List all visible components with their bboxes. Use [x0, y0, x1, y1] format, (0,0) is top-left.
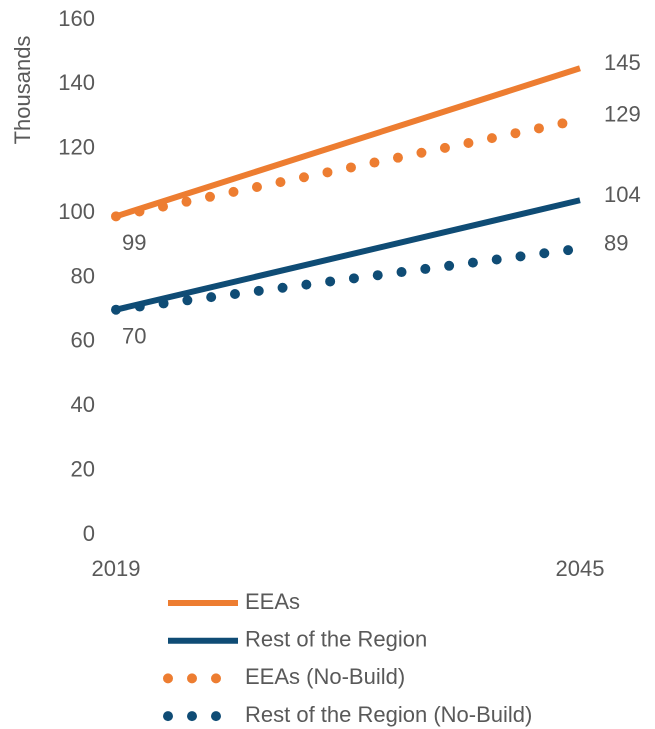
y-tick-label: 40 [71, 392, 95, 417]
data-label: 104 [604, 182, 641, 207]
y-tick-label: 60 [71, 328, 95, 353]
series-line [115, 65, 581, 220]
y-tick-label: 20 [71, 456, 95, 481]
legend-label: EEAs [245, 589, 300, 614]
y-tick-label: 100 [58, 199, 95, 224]
y-tick-label: 0 [83, 521, 95, 546]
x-tick-label: 2045 [556, 556, 605, 581]
data-label: 129 [604, 102, 641, 127]
y-tick-label: 160 [58, 6, 95, 31]
data-label: 145 [604, 50, 641, 75]
y-tick-label: 120 [58, 135, 95, 160]
series-line [115, 197, 581, 313]
data-label: 89 [604, 230, 628, 255]
data-label: 99 [122, 230, 146, 255]
legend-label: Rest of the Region [245, 627, 427, 652]
data-label: 70 [122, 324, 146, 349]
series-line [111, 114, 585, 222]
x-tick-label: 2019 [92, 556, 141, 581]
legend-label: EEAs (No-Build) [245, 664, 405, 689]
y-axis-title: Thousands [10, 36, 35, 145]
y-tick-label: 140 [58, 70, 95, 95]
y-tick-label: 80 [71, 263, 95, 288]
legend-label: Rest of the Region (No-Build) [245, 702, 532, 727]
